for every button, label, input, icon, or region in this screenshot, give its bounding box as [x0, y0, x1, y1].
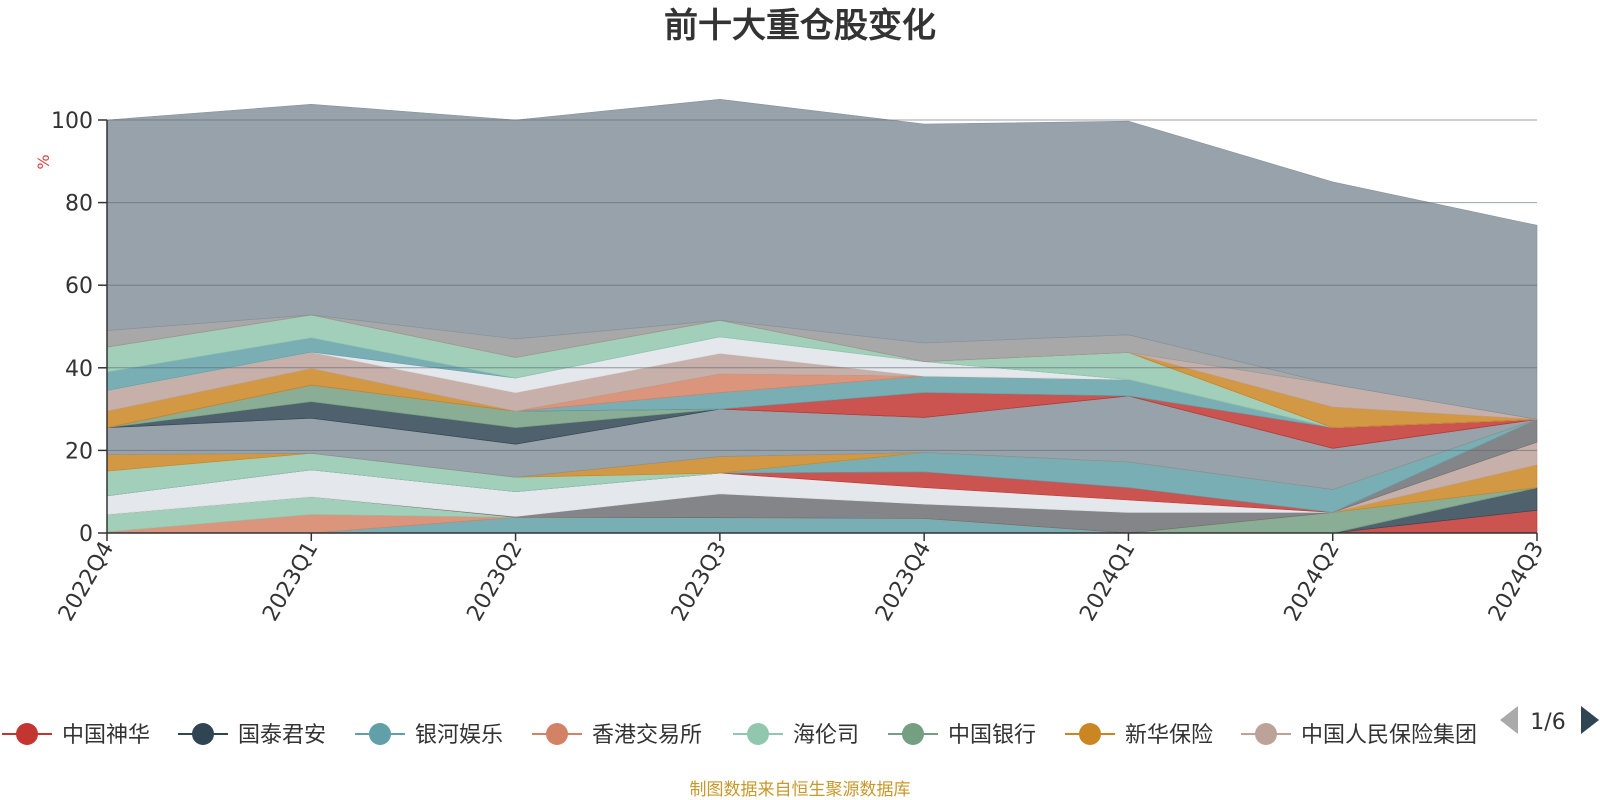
- legend-item[interactable]: 新华保险: [1065, 723, 1213, 748]
- legend-page-indicator: 1/6: [1530, 710, 1565, 735]
- x-tick-label: 2023Q3: [667, 538, 732, 626]
- x-tick-label: 2023Q1: [258, 538, 323, 626]
- y-tick-label: 0: [79, 522, 93, 547]
- y-axis-unit: %: [34, 154, 53, 169]
- plot-areas: [106, 98, 1538, 534]
- y-tick-label: 80: [65, 192, 93, 217]
- x-tick-label: 2024Q3: [1484, 538, 1549, 626]
- x-tick-label: 2023Q4: [871, 538, 936, 626]
- legend: 中国神华 国泰君安 银河娱乐 香港交易所 海伦司 中国银行 新华保险 中国人民保险集团: [2, 723, 1477, 748]
- legend-label: 香港交易所: [592, 723, 702, 748]
- y-tick-label: 40: [65, 357, 93, 382]
- triangle-left-icon[interactable]: [1500, 706, 1518, 734]
- x-tick-label: 2024Q1: [1075, 538, 1140, 626]
- legend-marker: [902, 723, 924, 745]
- y-tick-label: 100: [51, 109, 93, 134]
- triangle-right-icon[interactable]: [1581, 706, 1599, 734]
- legend-item[interactable]: 海伦司: [733, 723, 859, 748]
- legend-item[interactable]: 银河娱乐: [355, 723, 503, 748]
- y-tick-label: 20: [65, 439, 93, 464]
- legend-label: 中国人民保险集团: [1301, 723, 1477, 748]
- x-tick-label: 2024Q2: [1280, 538, 1345, 626]
- legend-marker: [1255, 723, 1277, 745]
- legend-label: 海伦司: [793, 723, 859, 748]
- legend-marker: [546, 723, 568, 745]
- legend-item[interactable]: 中国人民保险集团: [1241, 723, 1477, 748]
- legend-item[interactable]: 中国银行: [888, 723, 1036, 748]
- legend-marker: [16, 723, 38, 745]
- legend-item[interactable]: 中国神华: [2, 723, 150, 748]
- y-tick-label: 60: [65, 274, 93, 299]
- legend-item[interactable]: 香港交易所: [532, 723, 702, 748]
- area-series-29: [106, 98, 1538, 420]
- x-tick-label: 2023Q2: [462, 538, 527, 626]
- legend-label: 中国银行: [948, 723, 1036, 748]
- legend-marker: [1079, 723, 1101, 745]
- legend-pager: 1/6: [1500, 706, 1599, 735]
- legend-label: 国泰君安: [238, 723, 326, 748]
- legend-label: 银河娱乐: [415, 723, 503, 748]
- legend-marker: [747, 723, 769, 745]
- x-tick-label: 2022Q4: [54, 538, 119, 626]
- source-note: 制图数据来自恒生聚源数据库: [690, 780, 911, 800]
- legend-marker: [192, 723, 214, 745]
- legend-item[interactable]: 国泰君安: [178, 723, 326, 748]
- chart-title: 前十大重仓股变化: [664, 6, 936, 46]
- legend-marker: [369, 723, 391, 745]
- legend-label: 新华保险: [1125, 723, 1213, 748]
- legend-label: 中国神华: [62, 723, 150, 748]
